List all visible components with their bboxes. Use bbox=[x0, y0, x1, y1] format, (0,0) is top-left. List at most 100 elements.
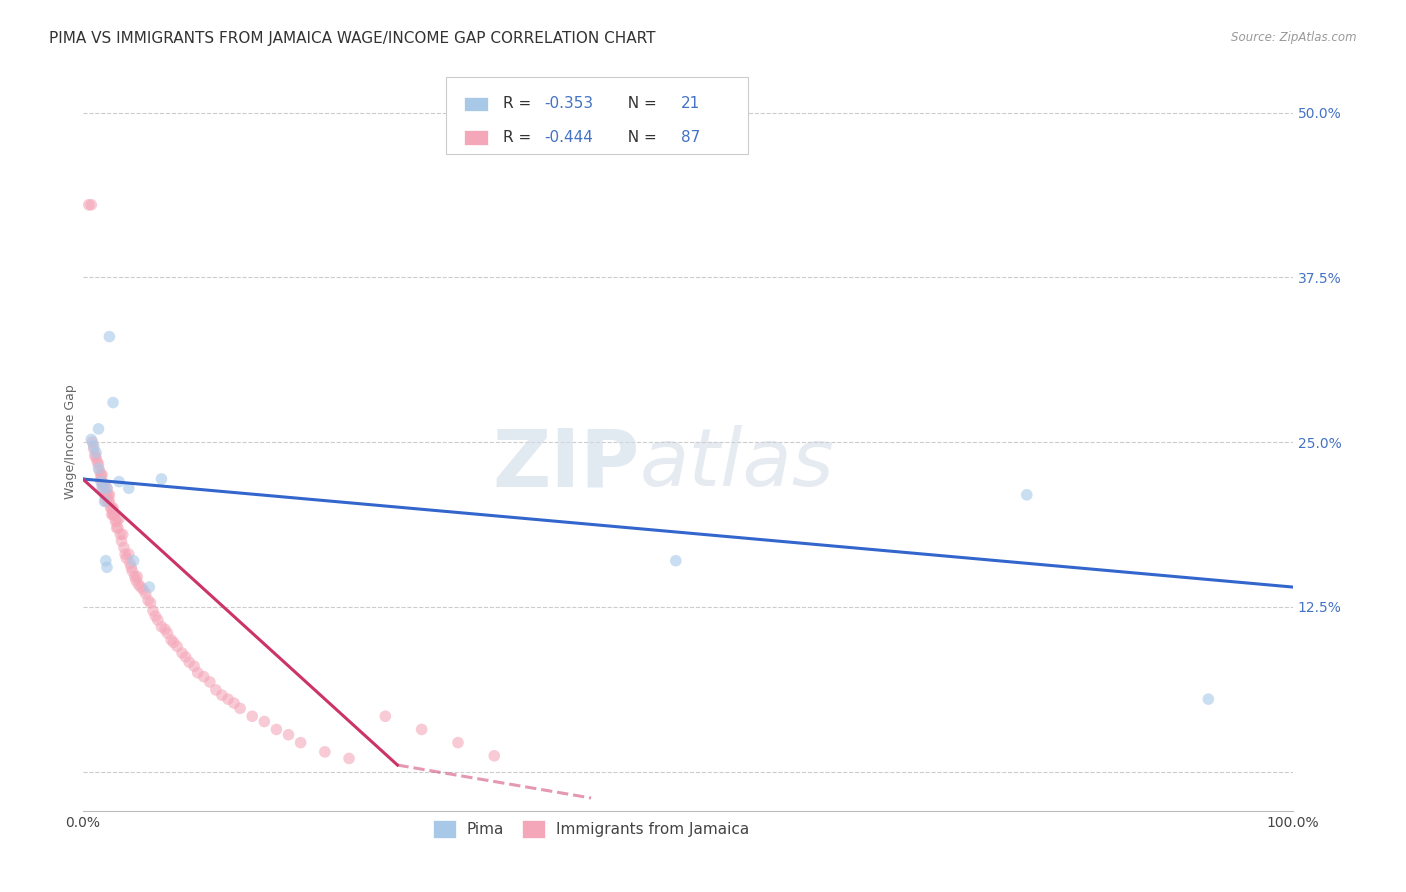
FancyBboxPatch shape bbox=[464, 96, 488, 112]
Point bbox=[156, 626, 179, 640]
Text: -0.353: -0.353 bbox=[544, 96, 593, 112]
Point bbox=[77, 198, 100, 212]
Y-axis label: Wage/Income Gap: Wage/Income Gap bbox=[65, 384, 77, 500]
Point bbox=[105, 514, 128, 528]
Point bbox=[80, 198, 103, 212]
Point bbox=[91, 481, 114, 495]
Text: PIMA VS IMMIGRANTS FROM JAMAICA WAGE/INCOME GAP CORRELATION CHART: PIMA VS IMMIGRANTS FROM JAMAICA WAGE/INC… bbox=[49, 31, 655, 46]
Point bbox=[314, 745, 336, 759]
Text: ZIP: ZIP bbox=[492, 425, 640, 503]
Point bbox=[277, 728, 299, 742]
Point bbox=[94, 488, 117, 502]
Point bbox=[93, 488, 115, 502]
Point bbox=[179, 655, 201, 669]
Point bbox=[153, 622, 176, 636]
Point bbox=[229, 701, 252, 715]
Legend: Pima, Immigrants from Jamaica: Pima, Immigrants from Jamaica bbox=[427, 814, 755, 844]
Point bbox=[135, 587, 157, 601]
Point bbox=[411, 723, 433, 737]
Point bbox=[136, 593, 159, 607]
Text: N =: N = bbox=[617, 96, 661, 112]
Point bbox=[90, 468, 112, 483]
Point bbox=[89, 464, 111, 478]
Point bbox=[108, 511, 131, 525]
Point bbox=[253, 714, 276, 729]
Point bbox=[97, 494, 120, 508]
Point bbox=[96, 481, 118, 495]
FancyBboxPatch shape bbox=[446, 77, 748, 154]
Point bbox=[93, 494, 115, 508]
Point bbox=[105, 521, 128, 535]
Point bbox=[240, 709, 263, 723]
Point bbox=[97, 488, 120, 502]
Point bbox=[127, 569, 149, 583]
Point bbox=[665, 554, 688, 568]
Point bbox=[187, 665, 209, 680]
Point bbox=[174, 649, 197, 664]
Point bbox=[90, 472, 112, 486]
Point bbox=[87, 422, 110, 436]
Point bbox=[101, 395, 124, 409]
Point bbox=[121, 564, 143, 578]
Point bbox=[101, 500, 124, 515]
Point bbox=[222, 696, 245, 710]
Point bbox=[101, 508, 124, 522]
Point bbox=[205, 682, 228, 697]
Point bbox=[374, 709, 396, 723]
Point bbox=[100, 500, 122, 515]
Point bbox=[170, 646, 193, 660]
Text: -0.444: -0.444 bbox=[544, 129, 593, 145]
Point bbox=[125, 574, 148, 588]
Point bbox=[142, 604, 165, 618]
Text: N =: N = bbox=[617, 129, 661, 145]
Point bbox=[484, 748, 506, 763]
Text: atlas: atlas bbox=[640, 425, 834, 503]
Point bbox=[118, 557, 141, 571]
Point bbox=[96, 560, 118, 574]
Text: 21: 21 bbox=[681, 96, 700, 112]
Point bbox=[112, 541, 135, 555]
Point bbox=[83, 439, 105, 453]
Point bbox=[94, 554, 117, 568]
Point bbox=[150, 620, 173, 634]
Point bbox=[98, 329, 121, 343]
Point bbox=[183, 659, 205, 673]
Point bbox=[96, 481, 118, 495]
Text: 87: 87 bbox=[681, 129, 700, 145]
Point bbox=[138, 580, 160, 594]
Point bbox=[198, 675, 221, 690]
Point bbox=[193, 670, 215, 684]
Point bbox=[166, 640, 188, 654]
Point bbox=[290, 736, 312, 750]
Point bbox=[103, 508, 125, 522]
Point bbox=[160, 632, 183, 647]
Point bbox=[87, 458, 110, 472]
Point bbox=[90, 475, 112, 489]
Point bbox=[98, 494, 121, 508]
FancyBboxPatch shape bbox=[464, 130, 488, 145]
Point bbox=[122, 554, 145, 568]
Point bbox=[1015, 488, 1038, 502]
Point bbox=[1197, 692, 1219, 706]
Point bbox=[150, 472, 173, 486]
Point bbox=[103, 508, 125, 522]
Point bbox=[84, 445, 107, 459]
Point bbox=[93, 477, 115, 491]
Point bbox=[115, 551, 138, 566]
Point bbox=[83, 448, 105, 462]
Point bbox=[101, 508, 124, 522]
Text: Source: ZipAtlas.com: Source: ZipAtlas.com bbox=[1232, 31, 1357, 45]
Point bbox=[84, 450, 107, 465]
Point bbox=[87, 461, 110, 475]
Point bbox=[217, 692, 239, 706]
Point bbox=[111, 527, 134, 541]
Point bbox=[118, 547, 141, 561]
Point bbox=[266, 723, 288, 737]
Point bbox=[211, 688, 233, 702]
Text: R =: R = bbox=[503, 96, 536, 112]
Point bbox=[132, 582, 155, 597]
Point bbox=[124, 569, 146, 583]
Point bbox=[120, 560, 142, 574]
Point bbox=[94, 494, 117, 508]
Point bbox=[104, 514, 127, 528]
